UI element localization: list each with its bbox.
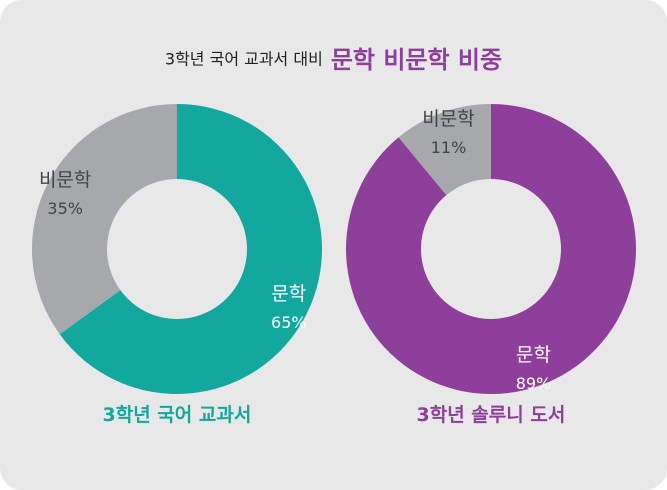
donut-1-slice-0-label: 문학 [516,344,551,366]
donut-0-slice-1-label: 비문학 [39,169,91,191]
donut-0-slice-1-value: 35% [47,199,83,218]
donut-0-slice-0 [59,104,322,395]
donut-title-right: 3학년 솔루니 도서 [416,404,566,426]
donut-1-slice-1 [398,104,491,196]
donut-0-slice-1 [32,103,177,335]
donut-1-slice-0-value: 89% [516,374,552,393]
chart-title: 3학년 국어 교과서 대비 문학 비문학 비중 [0,40,667,75]
donut-0-slice-0-value: 65% [271,313,307,332]
donut-title-left: 3학년 국어 교과서 [102,404,252,426]
donut-1-slice-0 [346,104,637,394]
donut-1-slice-1-value: 11% [431,138,467,157]
donut-1-slice-1-label: 비문학 [422,108,474,130]
title-lead: 3학년 국어 교과서 대비 [164,49,323,69]
title-emphasis: 문학 비문학 비중 [330,46,503,74]
donut-0-slice-0-label: 문학 [271,283,306,305]
